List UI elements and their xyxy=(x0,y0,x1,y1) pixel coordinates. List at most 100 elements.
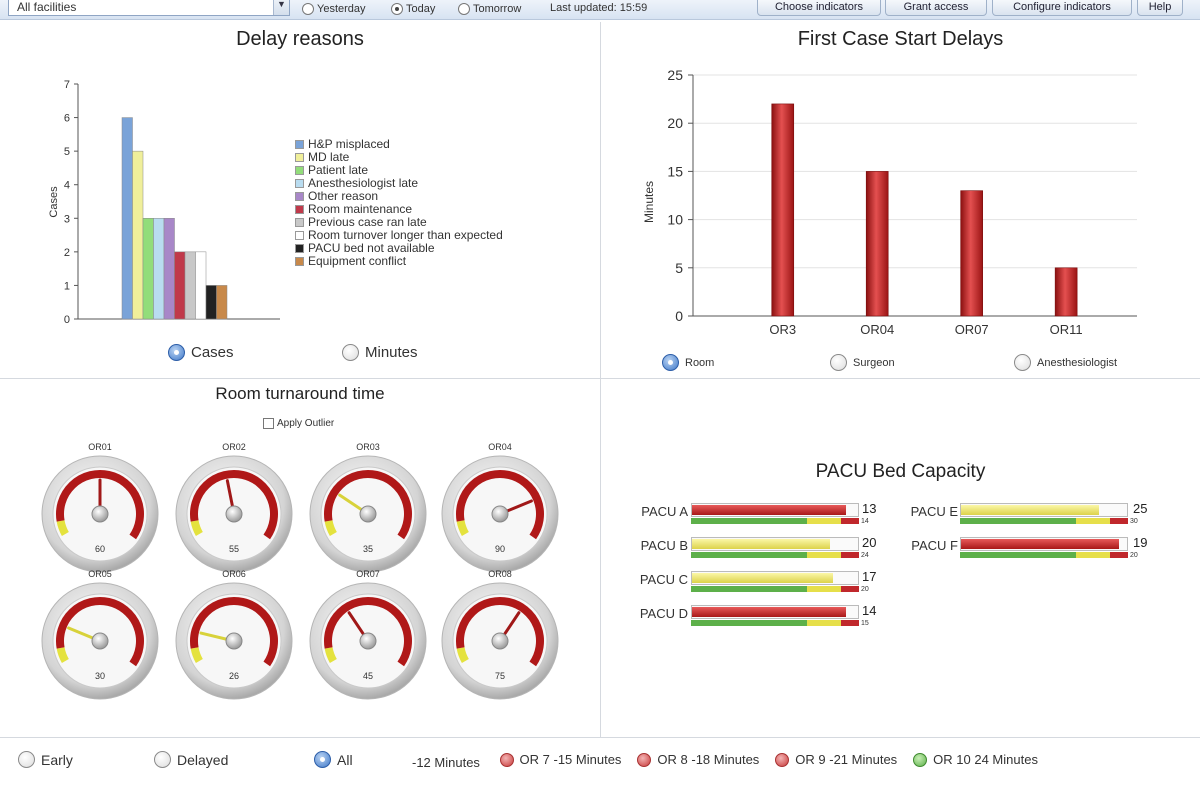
chevron-down-icon[interactable]: ▼ xyxy=(273,0,289,15)
filter-early[interactable]: Early xyxy=(18,751,73,768)
pacu-threshold-segment xyxy=(691,620,807,626)
y-tick-label: 5 xyxy=(64,146,70,158)
pacu-occupancy-fill xyxy=(692,505,847,515)
pacu-occupancy-fill xyxy=(961,539,1119,549)
pacu-threshold-segment xyxy=(806,620,841,626)
pacu-occupancy-fill xyxy=(692,607,847,617)
ticker-item: OR 9 -21 Minutes xyxy=(775,752,897,767)
gauge-room-label: OR05 xyxy=(88,569,112,579)
day-option-label: Yesterday xyxy=(317,3,366,15)
legend-entry: Other reason xyxy=(295,190,503,203)
y-tick-label: 25 xyxy=(667,67,683,83)
pacu-bed-label: PACU C xyxy=(639,572,688,587)
y-tick-label: 7 xyxy=(64,79,70,91)
radio-yesterday[interactable] xyxy=(302,3,314,15)
choose-indicators-button[interactable]: Choose indicators xyxy=(757,0,881,16)
gauge-value: 55 xyxy=(229,544,239,554)
legend-entry: Patient late xyxy=(295,164,503,177)
pacu-panel: PACU Bed Capacity PACU A 13 14 PACU B 20 24 PA… xyxy=(601,379,1200,737)
gauge-yellow-band xyxy=(456,520,469,536)
ticker-label: OR 8 -18 Minutes xyxy=(657,752,760,767)
radio-delayed[interactable] xyxy=(154,751,171,768)
configure-indicators-button[interactable]: Configure indicators xyxy=(992,0,1132,16)
pacu-bed-label: PACU D xyxy=(639,606,688,621)
pacu-occupancy-fill xyxy=(692,573,834,583)
option-anesthesiologist[interactable]: Anesthesiologist xyxy=(1014,354,1117,371)
gauge-value: 75 xyxy=(495,671,505,681)
gauge-value: 60 xyxy=(95,544,105,554)
first-case-panel: First Case Start Delays 0 5 10 15 20 25 Minute… xyxy=(601,22,1200,378)
facility-select[interactable]: All facilities ▼ xyxy=(8,0,290,16)
pacu-bed-label: PACU A xyxy=(641,504,688,519)
radio-room[interactable] xyxy=(662,354,679,371)
option-minutes[interactable]: Minutes xyxy=(342,344,418,361)
radio-minutes[interactable] xyxy=(342,344,359,361)
panel-divider xyxy=(0,378,1200,379)
radio-surgeon[interactable] xyxy=(830,354,847,371)
help-button[interactable]: Help xyxy=(1137,0,1183,16)
day-option-today[interactable]: Today xyxy=(391,1,435,17)
option-cases[interactable]: Cases xyxy=(168,344,234,361)
radio-tomorrow[interactable] xyxy=(458,3,470,15)
pacu-bed-capacity: 15 xyxy=(861,620,869,627)
option-label: Room xyxy=(685,356,715,369)
filter-delayed[interactable]: Delayed xyxy=(154,751,228,768)
legend-swatch xyxy=(295,153,304,162)
pacu-bed-value: 20 xyxy=(862,535,877,550)
gauge-OR01: OR01 60 xyxy=(41,442,159,573)
day-option-tomorrow[interactable]: Tomorrow xyxy=(458,1,521,17)
radio-anesthesiologist[interactable] xyxy=(1014,354,1031,371)
gauge-yellow-band xyxy=(456,647,469,663)
checkbox[interactable] xyxy=(263,418,274,429)
gauge-OR02: OR02 55 xyxy=(175,442,293,573)
radio-cases[interactable] xyxy=(168,344,185,361)
y-tick-label: 0 xyxy=(64,314,70,326)
y-tick-label: 3 xyxy=(64,213,70,225)
y-tick-label: 4 xyxy=(64,180,70,192)
radio-early[interactable] xyxy=(18,751,35,768)
gauge-OR03: OR03 35 xyxy=(309,442,427,573)
legend-label: Anesthesiologist late xyxy=(308,176,419,190)
gauge-yellow-band xyxy=(56,520,69,536)
gauge-value: 26 xyxy=(229,671,239,681)
first-case-chart: 0 5 10 15 20 25 Minutes OR3 OR04 OR07 OR11 xyxy=(642,67,1137,337)
pacu-threshold-segment xyxy=(806,518,841,524)
day-option-yesterday[interactable]: Yesterday xyxy=(302,1,366,17)
pacu-bed-capacity: 20 xyxy=(861,586,869,593)
pacu-threshold-segment xyxy=(1109,518,1128,524)
pacu-bed-value: 13 xyxy=(862,501,877,516)
gauge-value: 35 xyxy=(363,544,373,554)
radio-today[interactable] xyxy=(391,3,403,15)
bar-2 xyxy=(142,218,154,320)
y-axis-label: Cases xyxy=(48,186,60,218)
pacu-bed-value: 25 xyxy=(1133,501,1148,516)
radio-all[interactable] xyxy=(314,751,331,768)
legend-entry: H&P misplaced xyxy=(295,138,503,151)
option-room[interactable]: Room xyxy=(662,354,714,371)
x-tick-label: OR11 xyxy=(1050,322,1083,337)
legend-swatch xyxy=(295,140,304,149)
x-tick-label: OR04 xyxy=(860,322,894,337)
option-surgeon[interactable]: Surgeon xyxy=(830,354,895,371)
toolbar: All facilities ▼ Yesterday Today Tomorro… xyxy=(0,0,1200,20)
ticker-item: OR 7 -15 Minutes xyxy=(499,752,621,767)
filter-all[interactable]: All xyxy=(314,751,353,768)
delay-reasons-legend: H&P misplaced MD late Patient late Anesthes… xyxy=(295,138,503,268)
bar-OR07 xyxy=(960,190,983,317)
legend-swatch xyxy=(295,231,304,240)
gauge-red-band xyxy=(456,597,544,667)
delay-reasons-panel: Delay reasons 0 1 2 3 4 5 6 7 Cases H&P misplace… xyxy=(0,22,600,378)
legend-label: Room maintenance xyxy=(308,202,413,216)
pacu-occupancy-bar xyxy=(960,537,1128,551)
gauge-hub xyxy=(359,505,377,523)
grant-access-button[interactable]: Grant access xyxy=(885,0,987,16)
pacu-threshold-segment xyxy=(806,552,841,558)
gauge-room-label: OR03 xyxy=(356,442,380,452)
pacu-occupancy-fill xyxy=(692,539,830,549)
apply-outlier-label: Apply Outlier xyxy=(277,418,335,429)
gauge-OR06: OR06 26 xyxy=(175,569,293,700)
filter-label: Early xyxy=(41,751,73,768)
apply-outlier-checkbox[interactable]: Apply Outlier xyxy=(263,418,334,429)
legend-entry: Equipment conflict xyxy=(295,255,503,268)
